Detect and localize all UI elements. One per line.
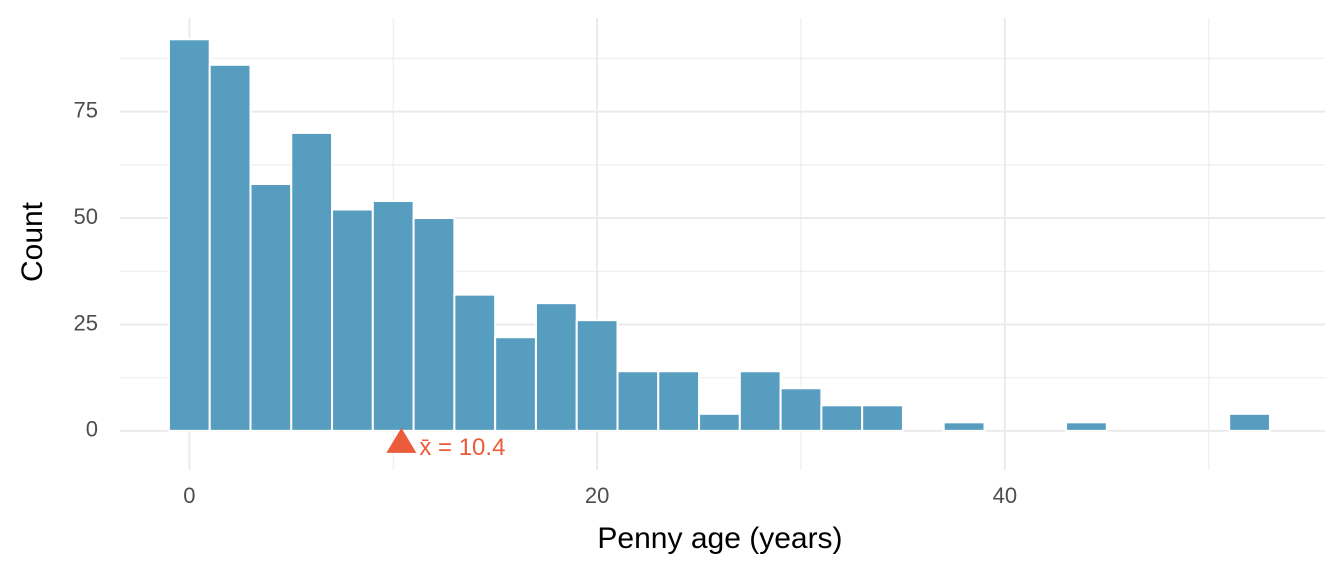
bar: [616, 370, 660, 432]
bar: [942, 421, 986, 432]
bar: [698, 412, 741, 432]
x-tick-label: 40: [993, 483, 1017, 508]
bar: [453, 293, 497, 432]
x-tick-label: 20: [585, 483, 609, 508]
bar: [208, 63, 252, 432]
bar: [371, 200, 415, 432]
bar: [412, 217, 456, 432]
bar: [1228, 412, 1271, 432]
x-axis-title: Penny age (years): [597, 522, 842, 555]
y-tick-label: 75: [74, 97, 98, 122]
mean-marker: [386, 427, 417, 453]
x-tick-label: 0: [183, 483, 195, 508]
y-axis-title: Count: [16, 201, 49, 282]
y-tick-label: 25: [74, 310, 98, 335]
bar: [575, 319, 619, 432]
mean-label: x̄ = 10.4: [419, 434, 505, 461]
bar: [657, 370, 701, 432]
bar: [534, 302, 578, 432]
bar: [1065, 421, 1108, 432]
bar: [779, 387, 823, 432]
y-tick-label: 50: [74, 204, 98, 229]
bar: [249, 182, 293, 432]
bar: [290, 131, 334, 432]
bar: [738, 370, 782, 432]
bar: [820, 404, 864, 432]
bar: [861, 404, 904, 432]
bar: [331, 208, 374, 432]
bar: [167, 38, 211, 432]
y-tick-label: 0: [86, 417, 98, 442]
bar: [494, 336, 537, 432]
